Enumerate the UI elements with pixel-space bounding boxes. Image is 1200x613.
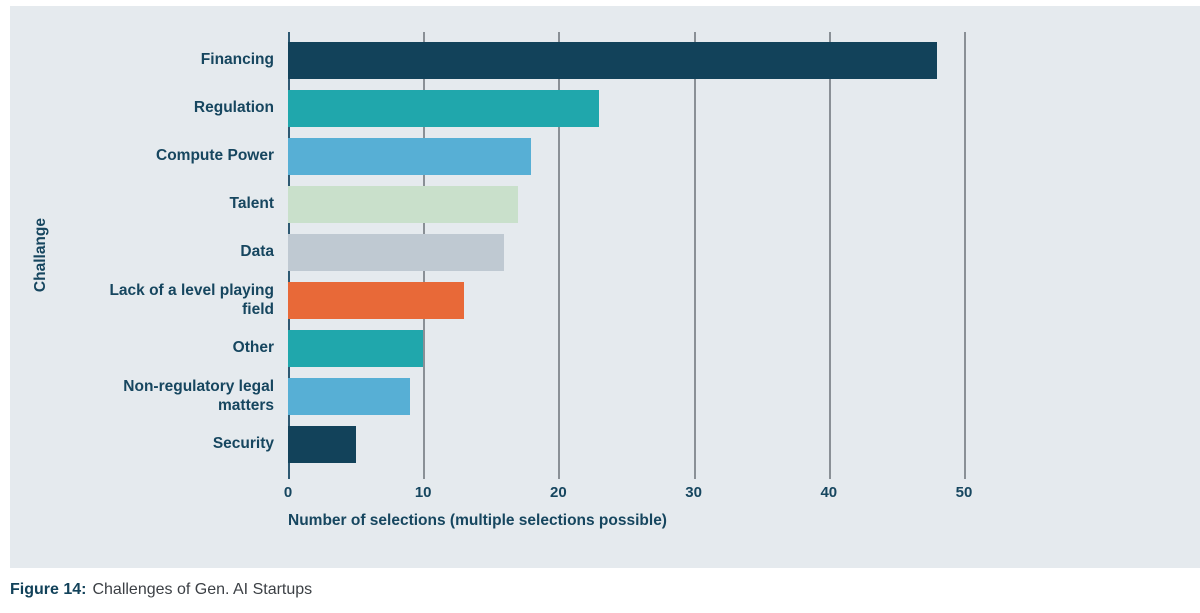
x-tick-label: 20: [550, 484, 567, 501]
bar: [288, 378, 410, 415]
bar-row: Compute Power: [10, 138, 1200, 175]
x-axis-title: Number of selections (multiple selection…: [288, 512, 667, 529]
bar: [288, 426, 356, 463]
figure-caption: Figure 14: Challenges of Gen. AI Startups: [10, 581, 312, 599]
bar-row: Talent: [10, 186, 1200, 223]
category-label: Financing: [200, 51, 274, 69]
category-label: Non-regulatory legal matters: [123, 377, 274, 414]
category-label: Regulation: [193, 99, 274, 117]
category-label: Lack of a level playing field: [109, 281, 274, 318]
bar-row: Financing: [10, 42, 1200, 79]
bars-container: Financing Regulation Compute Power Talent Da…: [10, 42, 1200, 474]
x-tick-label: 50: [955, 484, 973, 501]
bar-row: Other: [10, 330, 1200, 367]
x-tick-label: 30: [685, 484, 702, 501]
category-label: Security: [212, 435, 274, 453]
bar: [288, 90, 599, 127]
x-tick-label: 40: [820, 484, 838, 501]
category-label: Talent: [229, 195, 275, 213]
bar: [288, 234, 505, 271]
bar: [288, 282, 464, 319]
category-label: Data: [240, 243, 274, 261]
bar: [288, 186, 518, 223]
bar: [288, 330, 424, 367]
bar: [288, 138, 532, 175]
category-label: Compute Power: [156, 147, 274, 165]
bar-row: Lack of a level playing field: [10, 282, 1200, 319]
figure-caption-label: Figure 14:: [10, 581, 87, 598]
bar-row: Data: [10, 234, 1200, 271]
category-label: Other: [232, 339, 274, 357]
gridline: [964, 32, 966, 479]
bar: [288, 42, 937, 79]
gridline: [693, 32, 696, 479]
bar-row: Non-regulatory legal matters: [10, 378, 1200, 415]
bar-row: Regulation: [10, 90, 1200, 127]
chart-panel: Challange Financing Regulation Compute Pow…: [10, 6, 1200, 568]
gridline: [828, 32, 831, 479]
x-tick-label: 0: [283, 484, 293, 501]
gridline: [558, 32, 561, 479]
bar-row: Security: [10, 426, 1200, 463]
figure-caption-text: Challenges of Gen. AI Startups: [92, 581, 313, 598]
x-tick-label: 10: [414, 484, 432, 501]
